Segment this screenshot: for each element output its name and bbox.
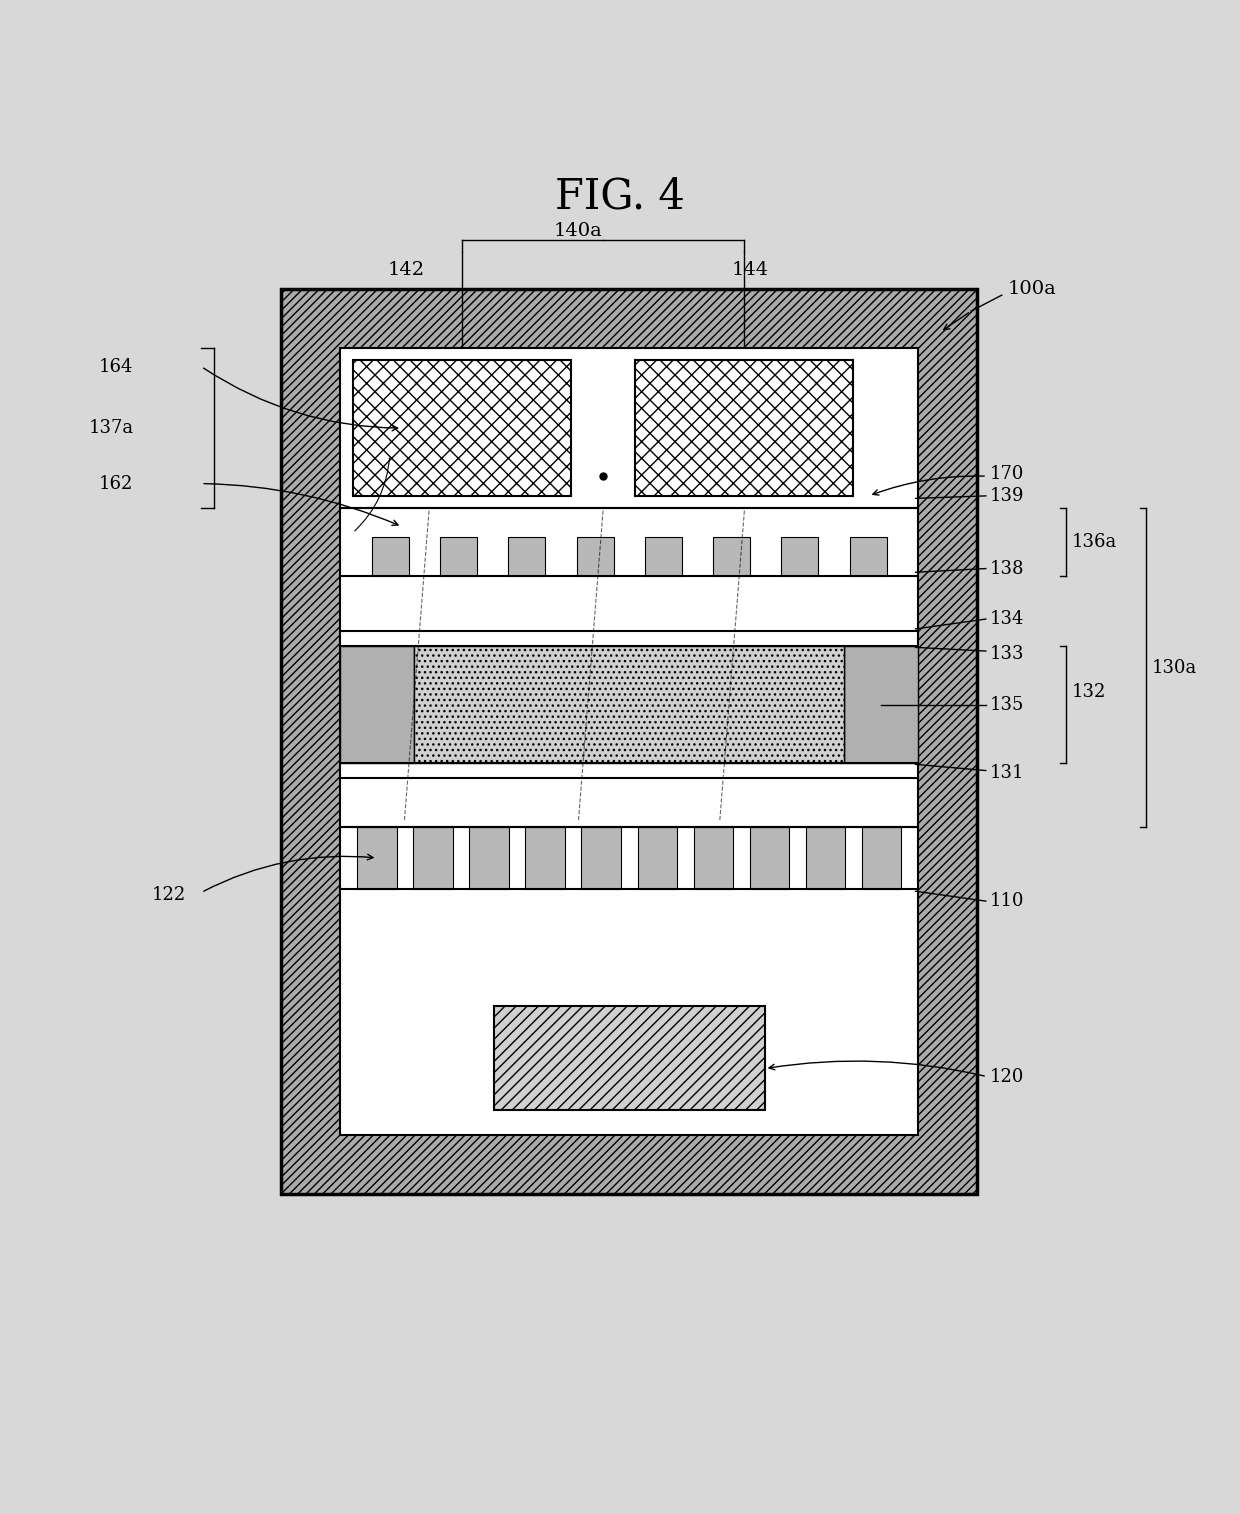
- Text: 162: 162: [99, 474, 134, 492]
- Bar: [281, 289, 977, 1195]
- Text: 122: 122: [153, 886, 186, 904]
- Bar: [713, 536, 750, 575]
- Bar: [469, 827, 508, 889]
- Text: 131: 131: [990, 765, 1024, 783]
- Text: 132: 132: [1073, 683, 1106, 701]
- Text: 164: 164: [99, 357, 134, 375]
- Bar: [577, 536, 614, 575]
- Bar: [352, 360, 570, 497]
- Text: 138: 138: [990, 560, 1024, 577]
- Bar: [693, 827, 733, 889]
- Text: 100a: 100a: [1008, 280, 1056, 298]
- Text: 139: 139: [990, 488, 1024, 504]
- Bar: [862, 827, 901, 889]
- Bar: [637, 827, 677, 889]
- Text: 144: 144: [732, 262, 769, 280]
- Bar: [414, 646, 844, 763]
- Text: 134: 134: [990, 610, 1024, 628]
- Bar: [849, 536, 887, 575]
- Bar: [413, 827, 453, 889]
- Bar: [635, 360, 853, 497]
- Text: 130a: 130a: [1152, 659, 1198, 677]
- Text: 110: 110: [990, 892, 1024, 910]
- Text: 142: 142: [388, 262, 425, 280]
- Bar: [844, 646, 918, 763]
- Bar: [357, 827, 397, 889]
- Bar: [341, 348, 918, 1136]
- Bar: [582, 827, 621, 889]
- Text: 135: 135: [990, 695, 1024, 713]
- Bar: [645, 536, 682, 575]
- Text: 170: 170: [990, 465, 1024, 483]
- Text: 140a: 140a: [554, 223, 603, 241]
- Text: 136a: 136a: [1073, 533, 1117, 551]
- Text: 137a: 137a: [88, 419, 134, 438]
- Bar: [806, 827, 846, 889]
- Bar: [781, 536, 818, 575]
- Bar: [750, 827, 789, 889]
- Text: 133: 133: [990, 645, 1024, 663]
- Bar: [440, 536, 477, 575]
- Bar: [372, 536, 409, 575]
- Bar: [341, 646, 414, 763]
- Text: 120: 120: [990, 1067, 1024, 1086]
- Text: FIG. 4: FIG. 4: [556, 176, 684, 218]
- Bar: [494, 1005, 765, 1110]
- Bar: [508, 536, 546, 575]
- Bar: [526, 827, 564, 889]
